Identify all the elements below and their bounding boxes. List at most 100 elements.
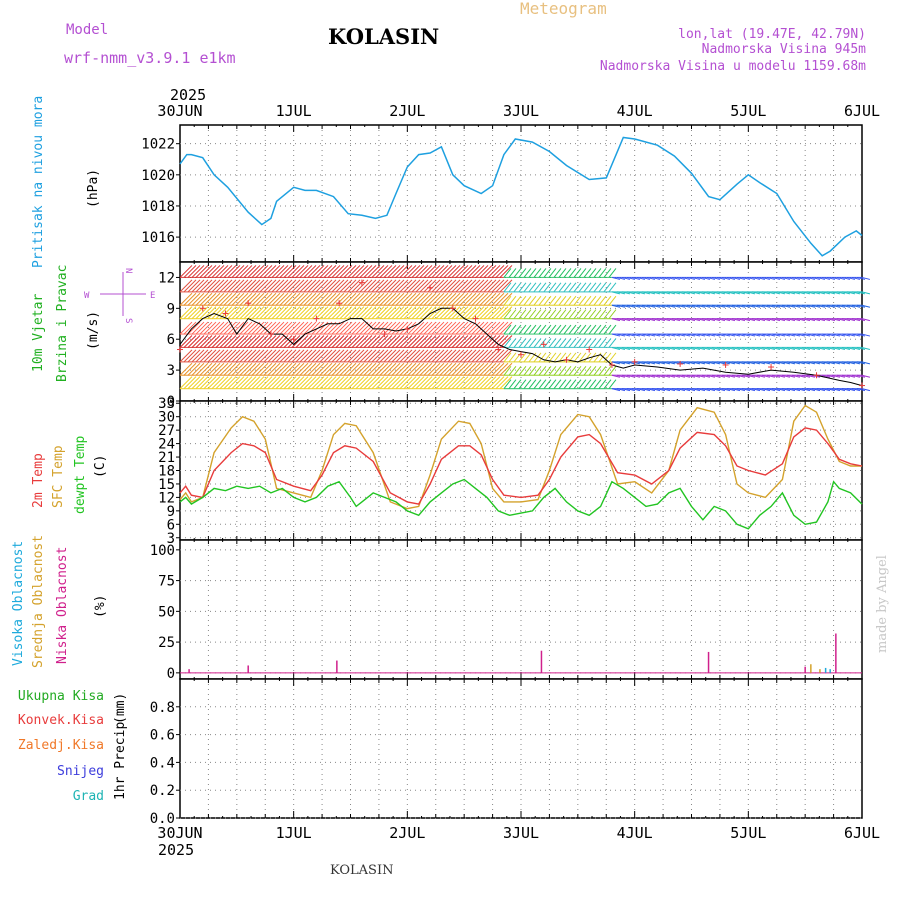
wind-barb bbox=[598, 352, 607, 363]
wind-barb bbox=[495, 349, 509, 363]
wind-barb bbox=[379, 292, 393, 306]
wind-barb bbox=[399, 349, 413, 363]
wind-barb bbox=[339, 349, 353, 363]
panel-1: 0 3 6 9 12 bbox=[158, 261, 871, 410]
wind-barb bbox=[503, 309, 512, 319]
wind-barb bbox=[211, 279, 225, 293]
wind-barb bbox=[431, 292, 445, 306]
date-label-top: 1JUL bbox=[276, 102, 312, 120]
wind-barb bbox=[523, 338, 532, 348]
wind-barb bbox=[191, 265, 205, 278]
wind-barb bbox=[303, 265, 317, 278]
wind-barb bbox=[588, 295, 597, 306]
wind-barb bbox=[259, 349, 273, 363]
wind-barb bbox=[403, 362, 417, 376]
y-tick-label: 0 bbox=[167, 394, 175, 410]
y-tick-label: 21 bbox=[158, 450, 175, 466]
wind-barb bbox=[431, 321, 445, 335]
wind-barb bbox=[323, 349, 337, 363]
wind-barb bbox=[431, 335, 445, 348]
wind-barb bbox=[239, 279, 253, 293]
wind-barb bbox=[231, 279, 245, 293]
wind-barb bbox=[491, 279, 505, 293]
wind-title-2: Brzina i Pravac bbox=[55, 265, 70, 382]
wind-barb bbox=[199, 279, 213, 293]
wind-barb bbox=[553, 352, 562, 363]
wind-barb bbox=[528, 365, 537, 376]
wind-barb bbox=[247, 335, 261, 348]
wind-barb bbox=[499, 306, 513, 319]
wind-barb bbox=[195, 279, 209, 293]
wind-barb bbox=[455, 349, 469, 363]
product-title: Meteogram bbox=[520, 0, 607, 18]
wind-barb bbox=[351, 349, 365, 363]
wind-barb bbox=[275, 349, 289, 363]
wind-barb bbox=[578, 365, 587, 376]
wind-barb bbox=[371, 349, 385, 363]
wind-barb bbox=[543, 268, 552, 278]
wind-barb bbox=[195, 349, 209, 363]
wind-barb bbox=[467, 376, 481, 389]
wind-barb bbox=[608, 379, 617, 389]
wind-barb bbox=[179, 279, 193, 293]
wind-barb bbox=[279, 306, 293, 319]
wind-barb bbox=[375, 335, 389, 348]
wind-barb bbox=[435, 335, 449, 348]
wind-barb bbox=[431, 265, 445, 278]
y-tick-label: 18 bbox=[158, 464, 175, 480]
wind-barb bbox=[391, 349, 405, 363]
wind-barb bbox=[183, 321, 197, 335]
wind-barb bbox=[271, 362, 285, 376]
wind-barb bbox=[423, 265, 437, 278]
wind-barb bbox=[331, 292, 345, 306]
wind-barb bbox=[563, 324, 572, 335]
wind-barb bbox=[598, 365, 607, 376]
wind-barb bbox=[479, 306, 493, 319]
wind-barb bbox=[423, 376, 437, 389]
wind-barb bbox=[475, 362, 489, 376]
wind-barb bbox=[343, 265, 357, 278]
wind-barb bbox=[339, 321, 353, 335]
wind-barb bbox=[553, 268, 562, 278]
wind-barb bbox=[303, 349, 317, 363]
wind-barb bbox=[475, 306, 489, 319]
wind-barb bbox=[187, 349, 201, 363]
y-tick-label: 6 bbox=[167, 332, 175, 348]
wind-barb bbox=[439, 362, 453, 376]
wind-barb bbox=[603, 268, 612, 278]
wind-barb bbox=[578, 309, 587, 319]
wind-barb bbox=[235, 376, 249, 389]
wind-barb bbox=[247, 306, 261, 319]
wind-barb bbox=[435, 362, 449, 376]
wind-barb bbox=[255, 265, 269, 278]
wind-barb bbox=[295, 279, 309, 293]
wind-barb bbox=[491, 292, 505, 306]
wind-barb bbox=[399, 321, 413, 335]
wind-barb bbox=[379, 321, 393, 335]
wind-barb bbox=[287, 349, 301, 363]
wind-barb bbox=[479, 349, 493, 363]
wind-barb bbox=[271, 265, 285, 278]
wind-barb bbox=[299, 349, 313, 363]
wind-barb bbox=[483, 376, 497, 389]
wind-barb bbox=[543, 324, 552, 335]
wind-barb bbox=[215, 279, 229, 293]
wind-barb bbox=[311, 362, 325, 376]
wind-barb bbox=[303, 279, 317, 293]
wind-barb bbox=[211, 335, 225, 348]
wind-barb bbox=[251, 306, 265, 319]
wind-barb bbox=[283, 362, 297, 376]
wind-barb bbox=[363, 292, 377, 306]
wind-barb bbox=[339, 335, 353, 348]
wind-barb bbox=[518, 352, 527, 363]
wind-barb bbox=[598, 268, 607, 278]
wind-barb bbox=[279, 335, 293, 348]
wind-barb bbox=[578, 338, 587, 348]
wind-barb bbox=[327, 265, 341, 278]
wind-barb bbox=[279, 292, 293, 306]
wind-barb bbox=[271, 335, 285, 348]
wind-barb bbox=[347, 349, 361, 363]
wind-barb bbox=[259, 265, 273, 278]
wind-barb bbox=[239, 376, 253, 389]
wind-barb bbox=[439, 376, 453, 389]
